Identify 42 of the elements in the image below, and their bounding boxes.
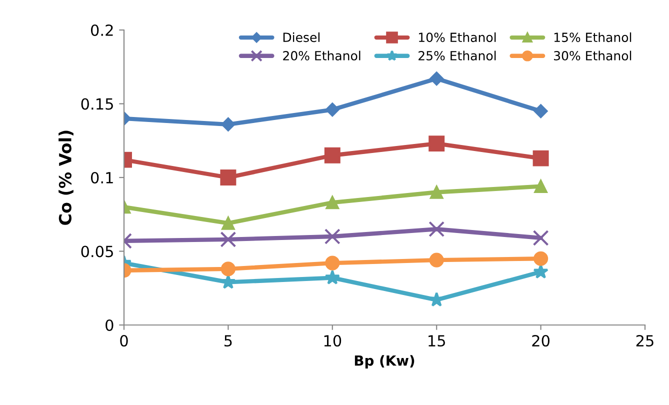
- point: [220, 231, 236, 248]
- y-tick-label: 0.15: [81, 98, 113, 110]
- point: [222, 216, 235, 230]
- point: [220, 274, 236, 289]
- point: [220, 262, 236, 276]
- y-tick-label: 0: [106, 319, 114, 332]
- point: [534, 251, 548, 266]
- x-tick-label: 10: [324, 334, 342, 347]
- point: [534, 180, 548, 193]
- point: [220, 170, 236, 186]
- y-tick-label: 0.2: [90, 24, 113, 36]
- legend-label: 20% Ethanol: [283, 50, 360, 60]
- point: [532, 150, 549, 166]
- point: [324, 270, 340, 284]
- legend-label: Diesel: [283, 32, 320, 42]
- x-axis-title: Bp (Kw): [354, 355, 414, 369]
- point: [324, 147, 340, 164]
- point: [430, 186, 444, 199]
- point: [430, 72, 444, 86]
- point: [325, 256, 340, 270]
- point: [324, 228, 340, 244]
- legend-label: 10% Ethanol: [419, 32, 496, 42]
- legend-label: 25% Ethanol: [418, 50, 496, 60]
- point: [428, 136, 445, 152]
- point: [325, 102, 340, 117]
- legend-label: 15% Ethanol: [554, 32, 632, 42]
- point: [428, 221, 445, 238]
- x-tick-label: 20: [532, 334, 550, 347]
- x-tick-label: 5: [224, 335, 232, 347]
- y-tick-label: 0.1: [90, 172, 113, 184]
- point: [533, 264, 548, 279]
- x-tick-label: 0: [120, 334, 128, 347]
- point: [532, 230, 549, 246]
- y-axis-title: Co (% Vol): [58, 130, 74, 225]
- x-tick-label: 25: [636, 334, 654, 347]
- point: [429, 252, 444, 268]
- point: [326, 196, 339, 210]
- y-tick-label: 0.05: [81, 246, 113, 258]
- point: [221, 117, 236, 132]
- point: [534, 104, 548, 118]
- legend-label: 30% Ethanol: [554, 50, 632, 60]
- x-tick-label: 15: [428, 335, 445, 347]
